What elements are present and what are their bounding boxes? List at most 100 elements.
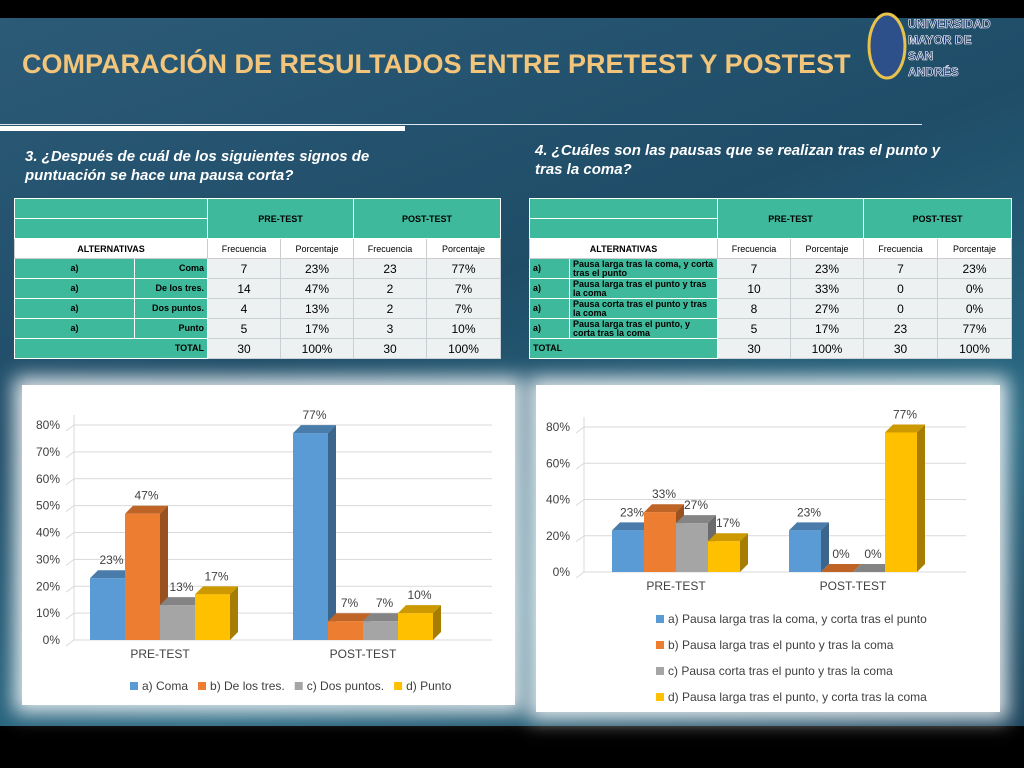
group-header: POST-TEST [353, 198, 502, 239]
alt-letter: a) [529, 278, 570, 299]
x-tick-label: PRE-TEST [646, 579, 706, 593]
data-label: 77% [893, 407, 917, 421]
y-tick-label: 0% [43, 633, 61, 647]
table-value: 7% [426, 278, 502, 299]
chart: 0% 20% 40% 60% 80% PRE-TEST 23% 33% 27% 17% POST-T… [546, 407, 966, 704]
group-header: POST-TEST [863, 198, 1013, 239]
alt-text: Pausa larga tras la coma, y corta tras e… [569, 258, 718, 279]
bar [708, 541, 740, 572]
table-value: 47% [279, 278, 355, 299]
y-tick-label: 50% [36, 499, 60, 513]
table-row: ALTERNATIVAS Frecuencia Porcentaje Frecuenc… [529, 238, 1013, 259]
grid-line [65, 451, 492, 459]
table-value: 0 [863, 298, 939, 319]
bar [676, 523, 708, 572]
legend-label: c) Pausa corta tras el punto y tras la c… [668, 664, 893, 678]
table-row: TOTAL 30 100% 30 100% [529, 338, 1013, 359]
table-value: 30 [863, 338, 939, 359]
bar-top [293, 425, 336, 434]
legend-swatch [294, 682, 303, 690]
bar-side [433, 605, 441, 640]
y-tick-label: 60% [546, 456, 570, 470]
title-rule [0, 124, 922, 125]
y-tick-label: 0% [553, 565, 571, 579]
chart-panel: 0% 10% 20% 30% 40% 50% 60% 70% 80% PRE-TEST 23% 47%… [22, 385, 515, 705]
table-value: 23 [863, 318, 939, 339]
table-value: 7 [717, 258, 791, 279]
data-label: 23% [797, 505, 821, 519]
bar [885, 432, 917, 572]
table-row: a) Dos puntos. 4 13% 2 7% [14, 298, 502, 319]
table-row: PRE-TEST POST-TEST [529, 198, 1013, 239]
data-label: 47% [134, 489, 158, 503]
logo-emblem [867, 12, 907, 80]
table-value: 23% [279, 258, 355, 279]
table-row: ALTERNATIVAS Frecuencia Porcentaje Frecuenc… [14, 238, 502, 259]
alt-letter: a) [529, 318, 570, 339]
data-label: 13% [169, 580, 193, 594]
table-row: TOTAL 30 100% 30 100% [14, 338, 502, 359]
sub-header: Frecuencia [863, 238, 939, 259]
header-blank [529, 198, 718, 219]
y-tick-label: 20% [546, 529, 570, 543]
legend-swatch [656, 667, 664, 675]
table-value: 17% [279, 318, 355, 339]
bar-top [125, 505, 168, 514]
table-row: a) De los tres. 14 47% 2 7% [14, 278, 502, 299]
table-row: a) Pausa larga tras el punto y tras la co… [529, 278, 1013, 299]
y-tick-label: 80% [546, 420, 570, 434]
bar-top [821, 564, 861, 572]
bar [328, 621, 363, 640]
legend-swatch [394, 682, 403, 690]
bar [612, 530, 644, 572]
bar [160, 605, 195, 640]
bar [90, 578, 125, 640]
data-label: 10% [407, 588, 431, 602]
logo-text: SAN [908, 49, 933, 63]
bar-side [740, 533, 748, 572]
grid-line [65, 424, 492, 432]
alt-letter: a) [14, 298, 135, 319]
sub-header: Porcentaje [937, 238, 1013, 259]
grid-line [575, 571, 966, 579]
bar-top [708, 533, 748, 542]
alt-letter: a) [14, 318, 135, 339]
table-value: 4 [207, 298, 281, 319]
table-value: 30 [353, 338, 428, 359]
y-tick-label: 40% [546, 493, 570, 507]
data-label: 17% [204, 569, 228, 583]
table-value: 10 [717, 278, 791, 299]
table-value: 100% [279, 338, 355, 359]
logo-text: UNIVERSIDAD [908, 17, 991, 31]
table-value: 0% [937, 278, 1013, 299]
y-tick-label: 10% [36, 606, 60, 620]
table-value: 7 [207, 258, 281, 279]
sub-header: Frecuencia [207, 238, 281, 259]
table-value: 27% [789, 298, 865, 319]
data-label: 7% [341, 596, 359, 610]
title-rule-thick [0, 126, 405, 131]
sub-header: Frecuencia [717, 238, 791, 259]
data-label: 23% [620, 505, 644, 519]
table-value: 77% [937, 318, 1013, 339]
alt-text: Coma [134, 258, 208, 279]
bar [644, 512, 676, 572]
bar [363, 621, 398, 640]
table-value: 30 [207, 338, 281, 359]
bar-top [885, 424, 925, 433]
table-value: 7% [426, 298, 502, 319]
table-value: 30 [717, 338, 791, 359]
table-row: a) Coma 7 23% 23 77% [14, 258, 502, 279]
data-label: 0% [832, 547, 850, 561]
legend-label: b) De los tres. [210, 679, 285, 693]
bar [398, 613, 433, 640]
group-header: PRE-TEST [206, 198, 355, 239]
alt-letter: a) [14, 258, 135, 279]
y-tick-label: 20% [36, 579, 60, 593]
table-value: 77% [426, 258, 502, 279]
logo-text: ANDRÉS [908, 64, 959, 79]
data-label: 27% [684, 498, 708, 512]
grid-line [65, 478, 492, 486]
table-value: 2 [353, 298, 428, 319]
